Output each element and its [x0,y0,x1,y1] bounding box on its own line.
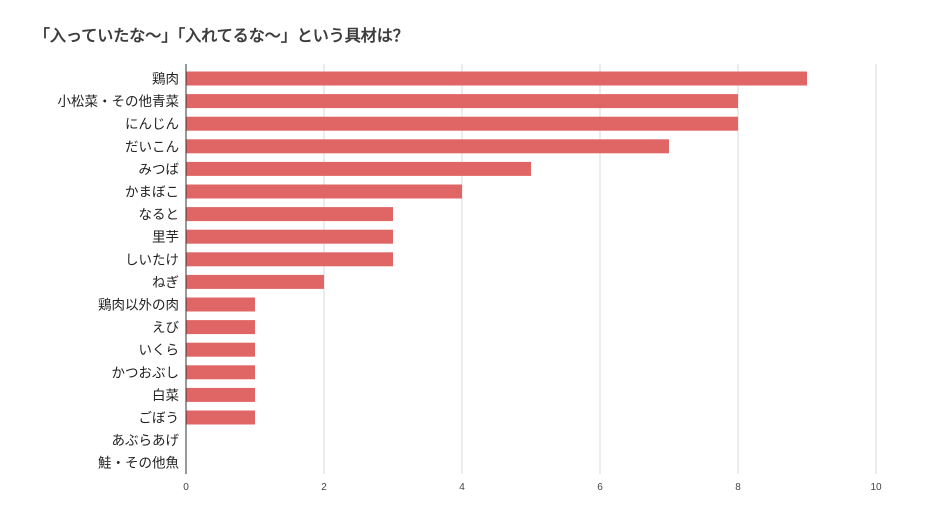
category-label: 鶏肉 [152,72,179,88]
bar [186,410,255,425]
bar [186,71,807,86]
bar [186,320,255,335]
bar [186,229,393,244]
bar [186,297,255,312]
category-label: みつば [139,162,180,178]
category-label: 小松菜・その他青菜 [58,94,180,110]
x-tick-label: 10 [870,482,882,493]
category-label: かつおぶし [112,365,180,381]
x-tick-label: 8 [735,482,741,493]
category-labels: 鶏肉小松菜・その他青菜にんじんだいこんみつばかまぼこなると里芋しいたけねぎ鶏肉以… [58,72,180,472]
category-label: しいたけ [125,252,179,268]
bar [186,365,255,380]
bar [186,387,255,402]
bar [186,139,669,154]
bar [186,252,393,267]
grid-lines [323,64,877,474]
bar [186,94,738,109]
bar [186,342,255,357]
category-label: えび [152,320,179,336]
bar [186,207,393,222]
bar [186,161,531,176]
category-label: 鶏肉以外の肉 [98,298,179,314]
chart-title: 「入っていたな〜」「入れてるな〜」という具材は？ [34,26,409,45]
x-tick-label: 0 [183,482,189,493]
x-tick-label: 6 [597,482,603,493]
category-label: だいこん [125,139,179,155]
x-tick-label: 2 [321,482,327,493]
tick-labels: 0 2 4 6 8 10 [183,482,882,493]
category-label: にんじん [125,117,179,133]
bars [186,71,807,425]
category-label: ごぼう [139,411,180,427]
category-label: あぶらあげ [112,433,180,449]
category-label: なると [139,207,180,223]
bar [186,116,738,131]
bar [186,274,324,289]
category-label: 白菜 [152,388,179,404]
category-label: 鮭・その他魚 [98,456,179,472]
category-label: いくら [139,343,180,359]
category-label: ねぎ [152,275,179,291]
category-label: 里芋 [152,230,179,246]
category-label: かまぼこ [125,185,179,201]
bar [186,184,462,199]
x-tick-label: 4 [459,482,465,493]
